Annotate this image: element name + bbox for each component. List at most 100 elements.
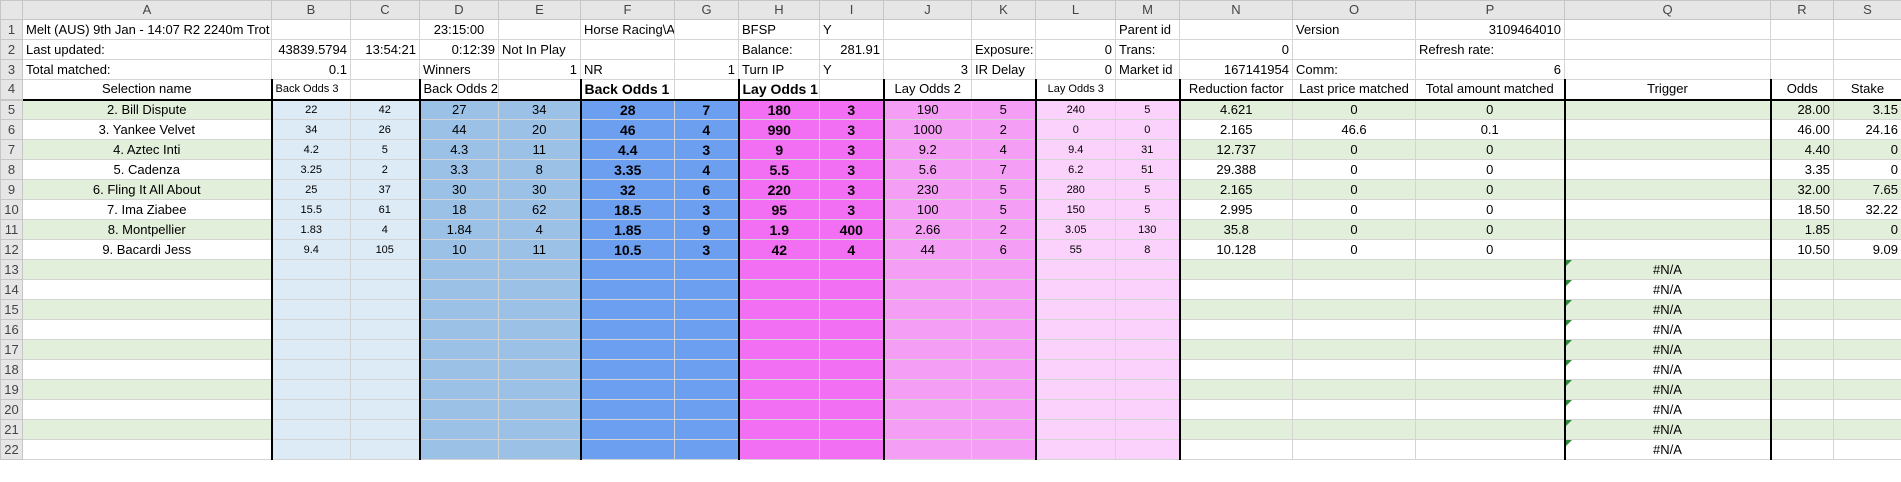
back-odds-3-volume[interactable] bbox=[350, 419, 420, 440]
selection-name[interactable]: 6. Fling It All About bbox=[22, 179, 272, 200]
trigger-cell[interactable]: #N/A bbox=[1563, 299, 1771, 320]
back-odds-1-price[interactable] bbox=[579, 279, 675, 300]
odds-value[interactable]: 1.85 bbox=[1769, 219, 1834, 240]
back-odds-2-price[interactable]: 44 bbox=[418, 119, 499, 140]
back-odds-2-price[interactable]: 30 bbox=[418, 179, 499, 200]
back-odds-2-price[interactable] bbox=[418, 379, 499, 400]
back-odds-2-price[interactable]: 3.3 bbox=[418, 159, 499, 180]
column-header-e[interactable]: E bbox=[498, 0, 581, 20]
column-header-r[interactable]: R bbox=[1770, 0, 1834, 20]
back-odds-3-price[interactable]: 15.5 bbox=[270, 199, 351, 220]
stake-value[interactable] bbox=[1833, 299, 1901, 320]
cell-k4[interactable] bbox=[971, 79, 1036, 101]
lay-odds-3-volume[interactable] bbox=[1115, 439, 1181, 460]
back-odds-3-volume[interactable] bbox=[350, 279, 420, 300]
cell-q2[interactable] bbox=[1564, 39, 1771, 60]
last-price-matched[interactable]: 0 bbox=[1292, 179, 1416, 200]
cell-b3[interactable]: 0.1 bbox=[271, 59, 351, 80]
lay-odds-2-volume[interactable] bbox=[971, 319, 1036, 340]
selection-name[interactable]: 2. Bill Dispute bbox=[22, 99, 272, 120]
back-odds-2-price[interactable] bbox=[418, 279, 499, 300]
cell-l2[interactable]: 0 bbox=[1035, 39, 1116, 60]
column-header-d[interactable]: D bbox=[419, 0, 499, 20]
back-odds-1-volume[interactable] bbox=[674, 359, 739, 380]
last-price-matched[interactable]: 0 bbox=[1292, 99, 1416, 120]
cell-l3[interactable]: 0 bbox=[1035, 59, 1116, 80]
cell-d2[interactable]: 0:12:39 bbox=[419, 39, 499, 60]
reduction-factor[interactable] bbox=[1179, 419, 1293, 440]
back-odds-1-volume[interactable] bbox=[674, 259, 739, 280]
lay-odds-1-price[interactable]: 180 bbox=[737, 99, 820, 120]
back-odds-3-price[interactable] bbox=[270, 419, 351, 440]
trigger-cell[interactable]: #N/A bbox=[1563, 319, 1771, 340]
last-price-matched[interactable] bbox=[1292, 439, 1416, 460]
reduction-factor[interactable] bbox=[1179, 359, 1293, 380]
lay-odds-2-price[interactable] bbox=[882, 299, 972, 320]
cell-g2[interactable] bbox=[674, 39, 739, 60]
back-odds-2-volume[interactable] bbox=[498, 359, 581, 380]
lay-odds-1-price[interactable] bbox=[737, 439, 820, 460]
back-odds-1-price[interactable] bbox=[579, 359, 675, 380]
cell-b1[interactable] bbox=[271, 19, 351, 40]
trigger-cell[interactable] bbox=[1563, 179, 1771, 200]
total-amount-matched[interactable]: 0.1 bbox=[1415, 119, 1565, 140]
back-odds-3-price[interactable] bbox=[270, 359, 351, 380]
cell-k2[interactable]: Exposure: bbox=[971, 39, 1036, 60]
lay-odds-2-price[interactable] bbox=[882, 439, 972, 460]
back-odds-3-price[interactable] bbox=[270, 339, 351, 360]
back-odds-2-volume[interactable] bbox=[498, 259, 581, 280]
total-amount-matched[interactable]: 0 bbox=[1415, 139, 1565, 160]
lay-odds-1-price[interactable]: 220 bbox=[737, 179, 820, 200]
back-odds-3-volume[interactable] bbox=[350, 359, 420, 380]
back-odds-1-volume[interactable]: 6 bbox=[674, 179, 739, 200]
lay-odds-3-volume[interactable] bbox=[1115, 319, 1181, 340]
stake-value[interactable] bbox=[1833, 339, 1901, 360]
back-odds-3-volume[interactable]: 105 bbox=[350, 239, 420, 260]
cell-i4[interactable] bbox=[819, 79, 884, 101]
back-odds-3-price[interactable] bbox=[270, 279, 351, 300]
odds-value[interactable] bbox=[1769, 419, 1834, 440]
lay-odds-2-volume[interactable] bbox=[971, 399, 1036, 420]
back-odds-3-price[interactable]: 9.4 bbox=[270, 239, 351, 260]
back-odds-3-volume[interactable] bbox=[350, 259, 420, 280]
reduction-factor[interactable] bbox=[1179, 299, 1293, 320]
back-odds-3-price[interactable]: 22 bbox=[270, 99, 351, 120]
back-odds-1-volume[interactable]: 3 bbox=[674, 239, 739, 260]
column-header-l[interactable]: L bbox=[1035, 0, 1116, 20]
back-odds-3-volume[interactable] bbox=[350, 379, 420, 400]
total-amount-matched[interactable]: 0 bbox=[1415, 239, 1565, 260]
back-odds-2-price[interactable]: 18 bbox=[418, 199, 499, 220]
cell-e3[interactable]: 1 bbox=[498, 59, 581, 80]
reduction-factor[interactable] bbox=[1179, 319, 1293, 340]
odds-value[interactable] bbox=[1769, 319, 1834, 340]
lay-odds-3-price[interactable] bbox=[1034, 319, 1116, 340]
lay-odds-2-volume[interactable]: 2 bbox=[971, 119, 1036, 140]
lay-odds-1-volume[interactable] bbox=[819, 379, 884, 400]
lay-odds-1-volume[interactable] bbox=[819, 439, 884, 460]
column-header-i[interactable]: I bbox=[819, 0, 884, 20]
cell-n1[interactable] bbox=[1179, 19, 1293, 40]
total-amount-matched[interactable] bbox=[1415, 319, 1565, 340]
back-odds-1-price[interactable]: 46 bbox=[579, 119, 675, 140]
lay-odds-1-price[interactable]: 990 bbox=[737, 119, 820, 140]
cell-e1[interactable] bbox=[498, 19, 581, 40]
cell-m1[interactable]: Parent id bbox=[1115, 19, 1180, 40]
back-odds-2-volume[interactable]: 20 bbox=[498, 119, 581, 140]
column-header-q[interactable]: Q bbox=[1564, 0, 1771, 20]
back-odds-3-volume[interactable] bbox=[350, 439, 420, 460]
cell-o1[interactable]: Version bbox=[1292, 19, 1416, 40]
selection-name[interactable] bbox=[22, 299, 272, 320]
lay-odds-2-volume[interactable] bbox=[971, 419, 1036, 440]
cell-h3[interactable]: Turn IP bbox=[738, 59, 820, 80]
cell-c2[interactable]: 13:54:21 bbox=[350, 39, 420, 60]
trigger-cell[interactable]: #N/A bbox=[1563, 379, 1771, 400]
back-odds-3-price[interactable] bbox=[270, 439, 351, 460]
lay-odds-1-price[interactable] bbox=[737, 399, 820, 420]
row-header[interactable]: 4 bbox=[0, 79, 23, 101]
back-odds-3-price[interactable] bbox=[270, 379, 351, 400]
selection-name[interactable] bbox=[22, 279, 272, 300]
lay-odds-3-volume[interactable] bbox=[1115, 379, 1181, 400]
back-odds-2-price[interactable]: 4.3 bbox=[418, 139, 499, 160]
selection-name[interactable] bbox=[22, 439, 272, 460]
trigger-cell[interactable] bbox=[1563, 99, 1771, 120]
